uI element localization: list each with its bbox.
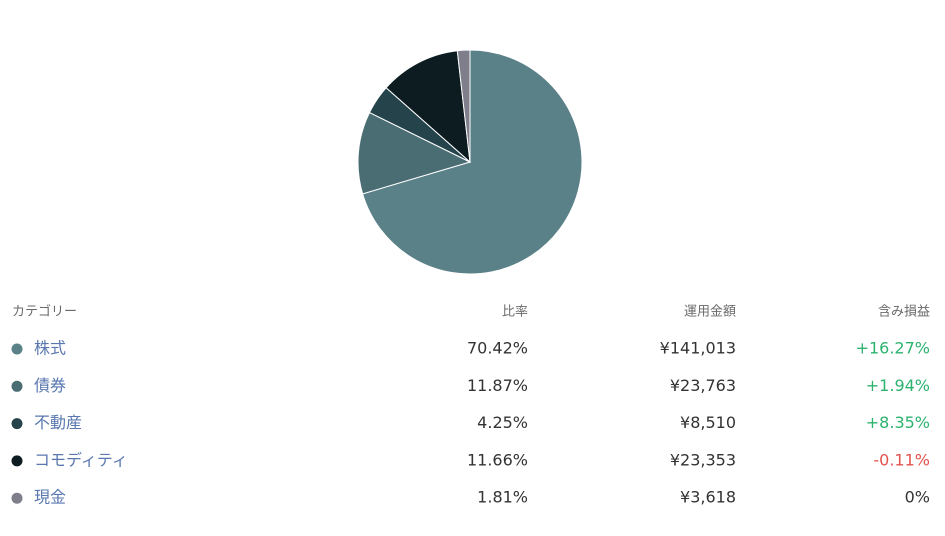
- pie-slice: [385, 50, 471, 164]
- legend-dot: [11, 343, 23, 355]
- category-name: 不動産: [34, 413, 82, 432]
- pie-slice: [361, 49, 583, 275]
- column-header: 比率: [502, 305, 528, 320]
- legend-dot: [11, 492, 23, 504]
- gain: -0.11%: [873, 450, 930, 469]
- gain: 0%: [905, 488, 930, 507]
- column-header: 運用金額: [684, 305, 736, 320]
- ratio: 11.87%: [467, 376, 528, 395]
- ratio: 11.66%: [467, 450, 528, 469]
- category-name: 現金: [34, 488, 66, 507]
- pie-slice: [456, 49, 471, 163]
- column-header: カテゴリー: [12, 304, 77, 320]
- pie-chart: [357, 49, 583, 275]
- amount: ¥8,510: [680, 413, 736, 432]
- ratio: 4.25%: [477, 413, 528, 432]
- amount: ¥23,763: [670, 376, 736, 395]
- amount: ¥23,353: [670, 450, 736, 469]
- legend-dot: [11, 455, 23, 467]
- column-header: 含み損益: [878, 305, 930, 320]
- gain: +16.27%: [856, 339, 930, 358]
- pie-slice: [357, 111, 472, 195]
- amount: ¥3,618: [680, 488, 736, 507]
- amount: ¥141,013: [660, 339, 736, 358]
- ratio: 70.42%: [467, 339, 528, 358]
- category-name: 株式: [34, 339, 66, 358]
- legend-dot: [11, 418, 23, 430]
- gain: +8.35%: [866, 413, 930, 432]
- category-name: 債券: [34, 376, 66, 395]
- category-name: コモディティ: [34, 450, 128, 469]
- ratio: 1.81%: [477, 488, 528, 507]
- legend-dot: [11, 380, 23, 392]
- gain: +1.94%: [866, 376, 930, 395]
